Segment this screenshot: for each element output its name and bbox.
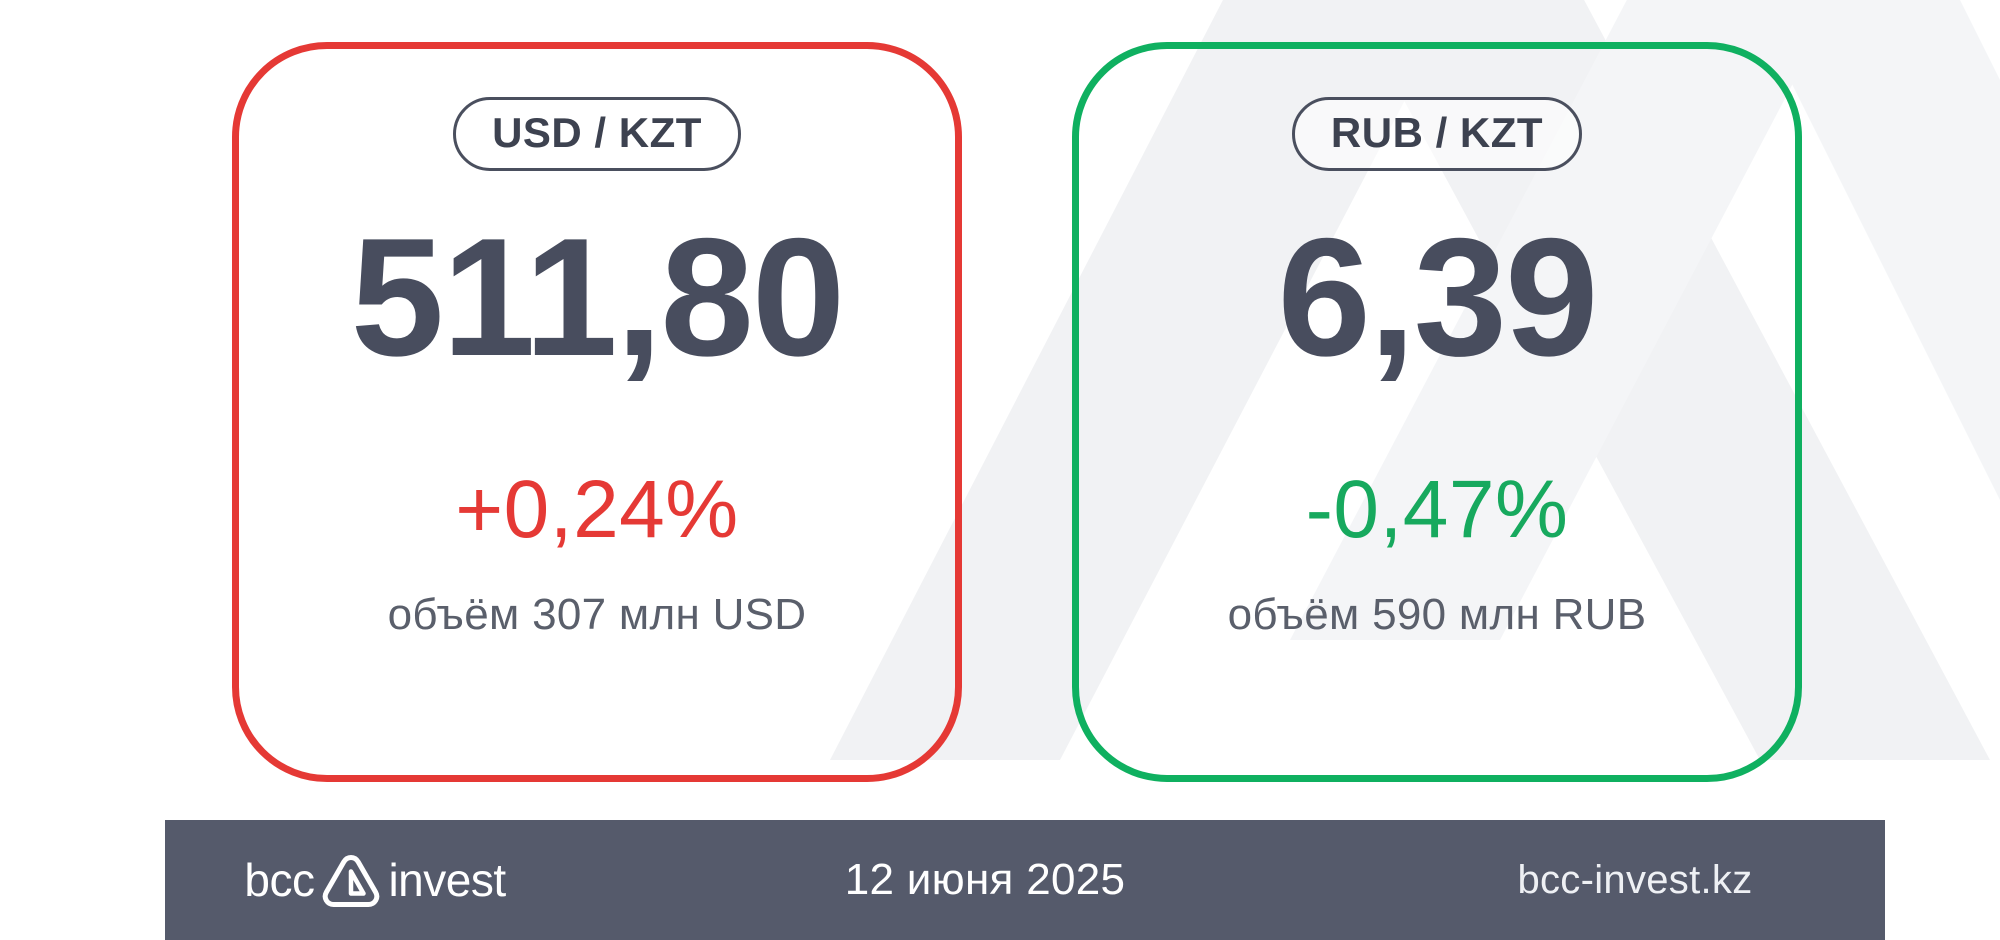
footer-url-cell: bcc-invest.kz (1385, 820, 1885, 940)
report-date: 12 июня 2025 (844, 855, 1126, 904)
rate-card-rub-kzt[interactable]: RUB / KZT 6,39 -0,47% объём 590 млн RUB (1072, 42, 1802, 782)
triangle-logo-icon (323, 855, 380, 907)
logo-text-bcc: bcc (244, 854, 315, 906)
currency-pair-badge-rub-kzt: RUB / KZT (1291, 97, 1583, 171)
rate-value-usd-kzt: 511,80 (350, 203, 846, 391)
footer-bar: bcc invest 12 июня 2025 bcc-invest.kz (165, 820, 1885, 940)
rate-value-rub-kzt: 6,39 (1277, 203, 1599, 391)
bcc-invest-logo[interactable]: bcc invest (244, 851, 506, 909)
rate-card-usd-kzt[interactable]: USD / KZT 511,80 +0,24% объём 307 млн US… (232, 42, 962, 782)
rate-volume-rub-kzt: объём 590 млн RUB (1227, 590, 1647, 639)
rate-change-rub-kzt: -0,47% (1305, 464, 1569, 555)
rate-volume-usd-kzt: объём 307 млн USD (387, 590, 807, 639)
website-url[interactable]: bcc-invest.kz (1517, 858, 1753, 902)
currency-pair-badge-usd-kzt: USD / KZT (453, 97, 741, 171)
rate-change-usd-kzt: +0,24% (455, 464, 739, 555)
footer-date-cell: 12 июня 2025 (585, 820, 1385, 940)
rate-cards-row: USD / KZT 511,80 +0,24% объём 307 млн US… (232, 42, 1802, 782)
logo-text-invest: invest (388, 854, 506, 906)
footer-logo-cell: bcc invest (165, 820, 585, 940)
